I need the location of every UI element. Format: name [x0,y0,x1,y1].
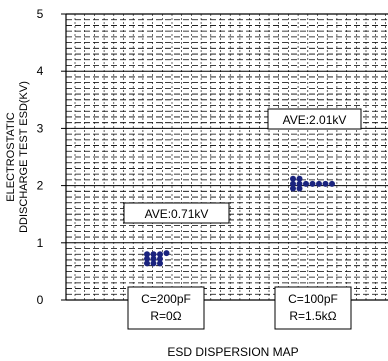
average-label: AVE:2.01kV [283,113,347,127]
average-box [267,108,362,130]
data-point [157,260,163,267]
data-point [329,180,335,187]
y-tick-label: 3 [37,121,44,135]
annotations: AVE:0.71kV C=200pF R=0Ω AVE:2.01kV C=100pF R=… [123,108,362,330]
category-label: R=1.5kΩ [289,309,336,323]
category-label: C=200pF [141,292,191,306]
x-axis-label: ESD DISPERSION MAP [167,345,298,359]
y-tick-label: 2 [37,179,44,193]
data-point [309,180,316,187]
data-point [157,251,163,258]
y-tick-label: 5 [37,7,44,21]
data-point [157,255,163,262]
data-point [150,260,157,267]
data-point [296,175,303,182]
y-tick-label: 1 [37,236,44,250]
average-label: AVE:0.71kV [145,207,209,221]
data-point [150,251,157,258]
data-point [163,250,170,257]
data-point [322,180,329,187]
data-point [296,180,303,187]
data-point [316,180,322,187]
data-point [150,255,157,262]
y-axis-label: ELECTROSTATIC DDISCHARGE TEST ESD(KV) [5,81,30,233]
average-box [123,202,230,224]
category-box [127,286,205,330]
category-label: C=100pF [288,292,338,306]
data-point [144,251,150,258]
y-axis-ticks: 0 1 2 3 4 5 [37,7,66,307]
data-point [296,185,303,192]
y-tick-label: 0 [37,293,44,307]
data-point [144,255,150,262]
grid [66,14,388,300]
data-point [303,180,309,187]
data-points [144,175,335,267]
y-tick-label: 4 [37,64,44,78]
category-box [274,286,352,330]
category-label: R=0Ω [150,309,181,323]
data-point [144,260,150,267]
data-point [290,180,296,187]
y-axis-label-line: DDISCHARGE TEST ESD(KV) [18,81,30,233]
data-point [290,175,296,182]
data-point [290,185,296,192]
y-axis-label-line: ELECTROSTATIC [5,112,17,201]
